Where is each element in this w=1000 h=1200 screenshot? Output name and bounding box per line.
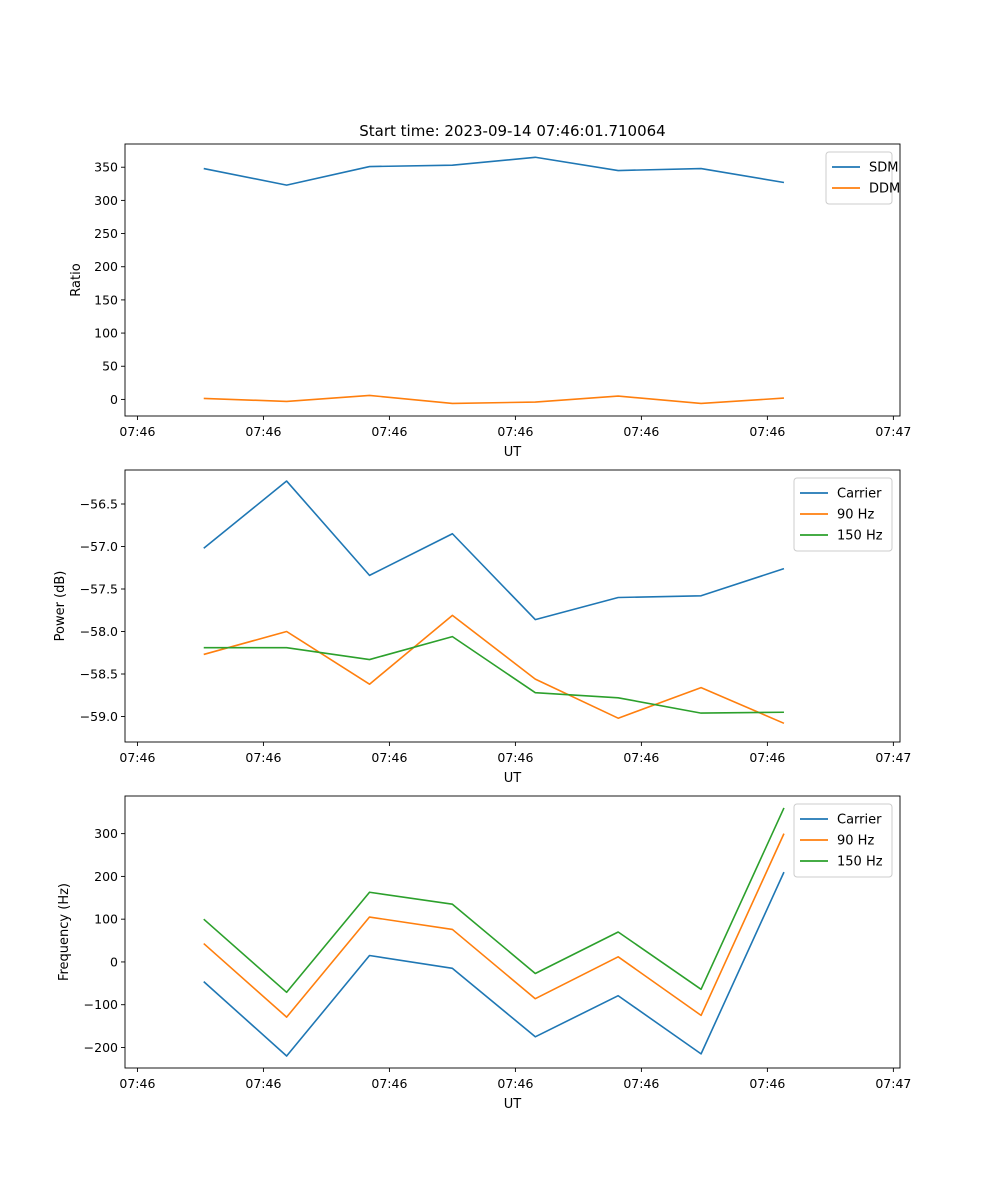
- series-line-sdm: [203, 156, 785, 186]
- x-tick-label: 07:47: [875, 424, 911, 439]
- y-tick-label: 50: [102, 359, 118, 374]
- series-line-90-hz: [203, 614, 785, 725]
- y-tick-label: 200: [94, 259, 118, 274]
- x-tick-label: 07:46: [119, 750, 155, 765]
- x-tick-label: 07:46: [119, 1076, 155, 1091]
- series-group: [203, 156, 785, 405]
- y-axis-label: Power (dB): [53, 571, 68, 642]
- y-tick-label: 0: [110, 392, 118, 407]
- y-tick-label: 0: [110, 954, 118, 969]
- y-tick-label: −56.5: [80, 497, 118, 512]
- series-line-carrier: [203, 480, 785, 621]
- series-line-ddm: [203, 394, 785, 405]
- y-tick-label: −57.5: [80, 582, 118, 597]
- x-tick-label: 07:46: [245, 424, 281, 439]
- plot-frame: [124, 143, 901, 417]
- legend-box: [793, 477, 893, 552]
- legend-label: SDM: [869, 161, 898, 176]
- x-tick-label: 07:46: [371, 1076, 407, 1091]
- y-tick-label: 100: [94, 912, 118, 927]
- legend-label: 90 Hz: [837, 508, 874, 523]
- series-line-150-hz: [203, 807, 785, 994]
- legend-label: Carrier: [837, 487, 882, 502]
- x-tick-label: 07:46: [497, 1076, 533, 1091]
- legend-label: 90 Hz: [837, 834, 874, 849]
- x-tick-label: 07:46: [497, 750, 533, 765]
- x-tick-label: 07:46: [623, 750, 659, 765]
- y-tick-label: −59.0: [80, 709, 118, 724]
- x-tick-label: 07:47: [875, 750, 911, 765]
- panels: 07:46 07:46 07:46 07:46 07:46 07:46 07:47 UT 0 50…: [53, 143, 911, 1112]
- x-tick-label: 07:46: [749, 1076, 785, 1091]
- series-line-carrier: [203, 871, 785, 1057]
- plot-frame: [124, 795, 901, 1069]
- x-tick-label: 07:46: [749, 424, 785, 439]
- y-tick-label: 200: [94, 869, 118, 884]
- y-tick-label: −100: [84, 997, 118, 1012]
- y-tick-label: 350: [94, 160, 118, 175]
- y-tick-label: 300: [94, 826, 118, 841]
- legend: SDM DDM: [825, 151, 900, 205]
- y-tick-label: −58.0: [80, 624, 118, 639]
- x-tick-label: 07:46: [497, 424, 533, 439]
- series-group: [203, 807, 785, 1057]
- legend-label: Carrier: [837, 813, 882, 828]
- y-tick-label: −57.0: [80, 539, 118, 554]
- y-axis-label: Ratio: [69, 263, 84, 296]
- series-line-90-hz: [203, 833, 785, 1018]
- legend: Carrier 90 Hz 150 Hz: [793, 803, 893, 878]
- x-tick-label: 07:47: [875, 1076, 911, 1091]
- legend-box: [825, 151, 893, 205]
- x-tick-label: 07:46: [119, 424, 155, 439]
- x-axis-label: UT: [504, 445, 522, 460]
- series-group: [203, 480, 785, 725]
- panel-frequency: 07:46 07:46 07:46 07:46 07:46 07:46 07:47 UT −20…: [57, 795, 911, 1112]
- y-tick-label: 100: [94, 326, 118, 341]
- x-tick-label: 07:46: [623, 1076, 659, 1091]
- x-tick-label: 07:46: [371, 750, 407, 765]
- plot-frame: [124, 469, 901, 743]
- x-axis-label: UT: [504, 771, 522, 786]
- y-axis-label: Frequency (Hz): [57, 883, 72, 981]
- x-tick-label: 07:46: [623, 424, 659, 439]
- x-axis-label: UT: [504, 1097, 522, 1112]
- x-tick-label: 07:46: [245, 750, 281, 765]
- series-line-150-hz: [203, 635, 784, 714]
- y-tick-label: −200: [84, 1040, 118, 1055]
- legend: Carrier 90 Hz 150 Hz: [793, 477, 893, 552]
- y-tick-label: 250: [94, 226, 118, 241]
- figure-title: Start time: 2023-09-14 07:46:01.710064: [359, 122, 665, 140]
- legend-label: DDM: [869, 182, 900, 197]
- y-tick-label: 150: [94, 292, 118, 307]
- x-tick-label: 07:46: [371, 424, 407, 439]
- legend-label: 150 Hz: [837, 529, 883, 544]
- x-tick-label: 07:46: [749, 750, 785, 765]
- y-tick-label: −58.5: [80, 667, 118, 682]
- panel-power: 07:46 07:46 07:46 07:46 07:46 07:46 07:47 UT −59…: [53, 469, 911, 786]
- legend-box: [793, 803, 893, 878]
- y-tick-label: 300: [94, 193, 118, 208]
- legend-label: 150 Hz: [837, 855, 883, 870]
- x-tick-label: 07:46: [245, 1076, 281, 1091]
- panel-ratio: 07:46 07:46 07:46 07:46 07:46 07:46 07:47 UT 0 50…: [69, 143, 911, 460]
